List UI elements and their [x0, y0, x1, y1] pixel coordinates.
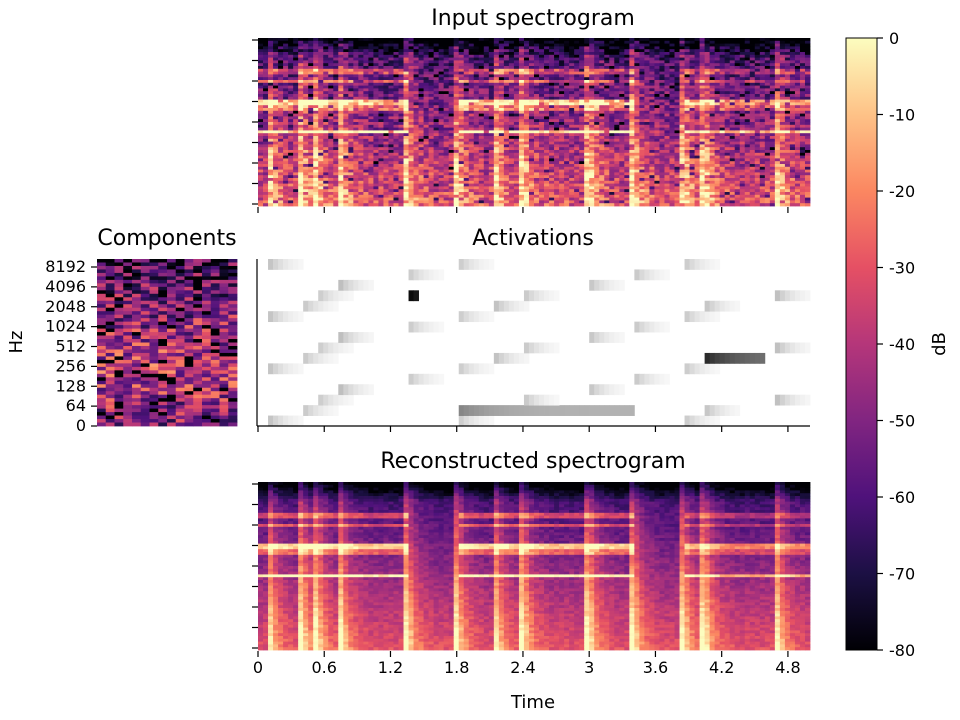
activations-title: Activations	[472, 226, 594, 251]
components-y-label: Hz	[6, 331, 27, 354]
reconstructed-spectrogram-x-ticks: 0 0.6 1.2 1.8 2.4 3 3.6 4.2 4.8	[253, 651, 801, 677]
x-tick-label: 3	[584, 658, 594, 677]
x-tick-label: 4.8	[775, 658, 800, 677]
reconstructed-spectrogram-y-ticks	[252, 483, 258, 649]
components-panel: Components 0641282565121024204840968192 …	[6, 226, 238, 435]
x-axis-label: Time	[510, 692, 555, 713]
colorbar-tick-label: -70	[889, 565, 915, 584]
y-tick-label: 0	[76, 416, 86, 435]
x-tick-label: 2.4	[510, 658, 535, 677]
colorbar-gradient	[845, 37, 878, 651]
y-tick-label: 512	[55, 337, 86, 356]
colorbar-tick-label: -30	[889, 259, 915, 278]
components-image	[97, 259, 238, 427]
x-tick-label: 4.2	[709, 658, 734, 677]
x-tick-label: 3.6	[643, 658, 668, 677]
y-tick-label: 4096	[45, 277, 86, 296]
y-tick-label: 128	[55, 376, 86, 395]
input-spectrogram-y-ticks	[252, 39, 258, 205]
y-tick-label: 256	[55, 356, 86, 375]
colorbar-tick-label: -20	[889, 182, 915, 201]
x-tick-label: 0	[253, 658, 263, 677]
colorbar-tick-label: -40	[889, 335, 915, 354]
input-spectrogram-x-ticks	[257, 207, 789, 213]
activations-image	[268, 259, 811, 427]
reconstructed-spectrogram-title: Reconstructed spectrogram	[380, 449, 685, 474]
y-tick-label: 2048	[45, 297, 86, 316]
x-tick-label: 1.2	[378, 658, 403, 677]
activations-x-ticks	[257, 426, 789, 432]
input-spectrogram-image	[258, 38, 811, 207]
colorbar-label: dB	[929, 332, 950, 356]
y-tick-label: 1024	[45, 317, 86, 336]
colorbar-tick-label: -10	[889, 106, 915, 125]
colorbar-tick-label: -50	[889, 412, 915, 431]
colorbar-tick-label: 0	[889, 29, 899, 48]
reconstructed-spectrogram-panel: Reconstructed spectrogram 0 0.6 1.2 1.8 2.4 3…	[252, 449, 811, 713]
colorbar-ticks: 0 -10 -20 -30 -40 -50 -60 -70 -80	[877, 29, 915, 660]
colorbar-tick-label: -60	[889, 488, 915, 507]
input-spectrogram-panel: Input spectrogram	[252, 6, 811, 213]
reconstructed-spectrogram-image	[258, 482, 811, 651]
x-tick-label: 0.6	[312, 658, 337, 677]
colorbar-tick-label: -80	[889, 641, 915, 660]
activations-panel: Activations	[256, 226, 811, 432]
y-tick-label: 8192	[45, 257, 86, 276]
y-tick-label: 64	[66, 396, 86, 415]
components-title: Components	[97, 226, 236, 251]
colorbar: 0 -10 -20 -30 -40 -50 -60 -70 -80 dB	[845, 29, 950, 660]
x-tick-label: 1.8	[444, 658, 469, 677]
input-spectrogram-title: Input spectrogram	[431, 6, 635, 31]
